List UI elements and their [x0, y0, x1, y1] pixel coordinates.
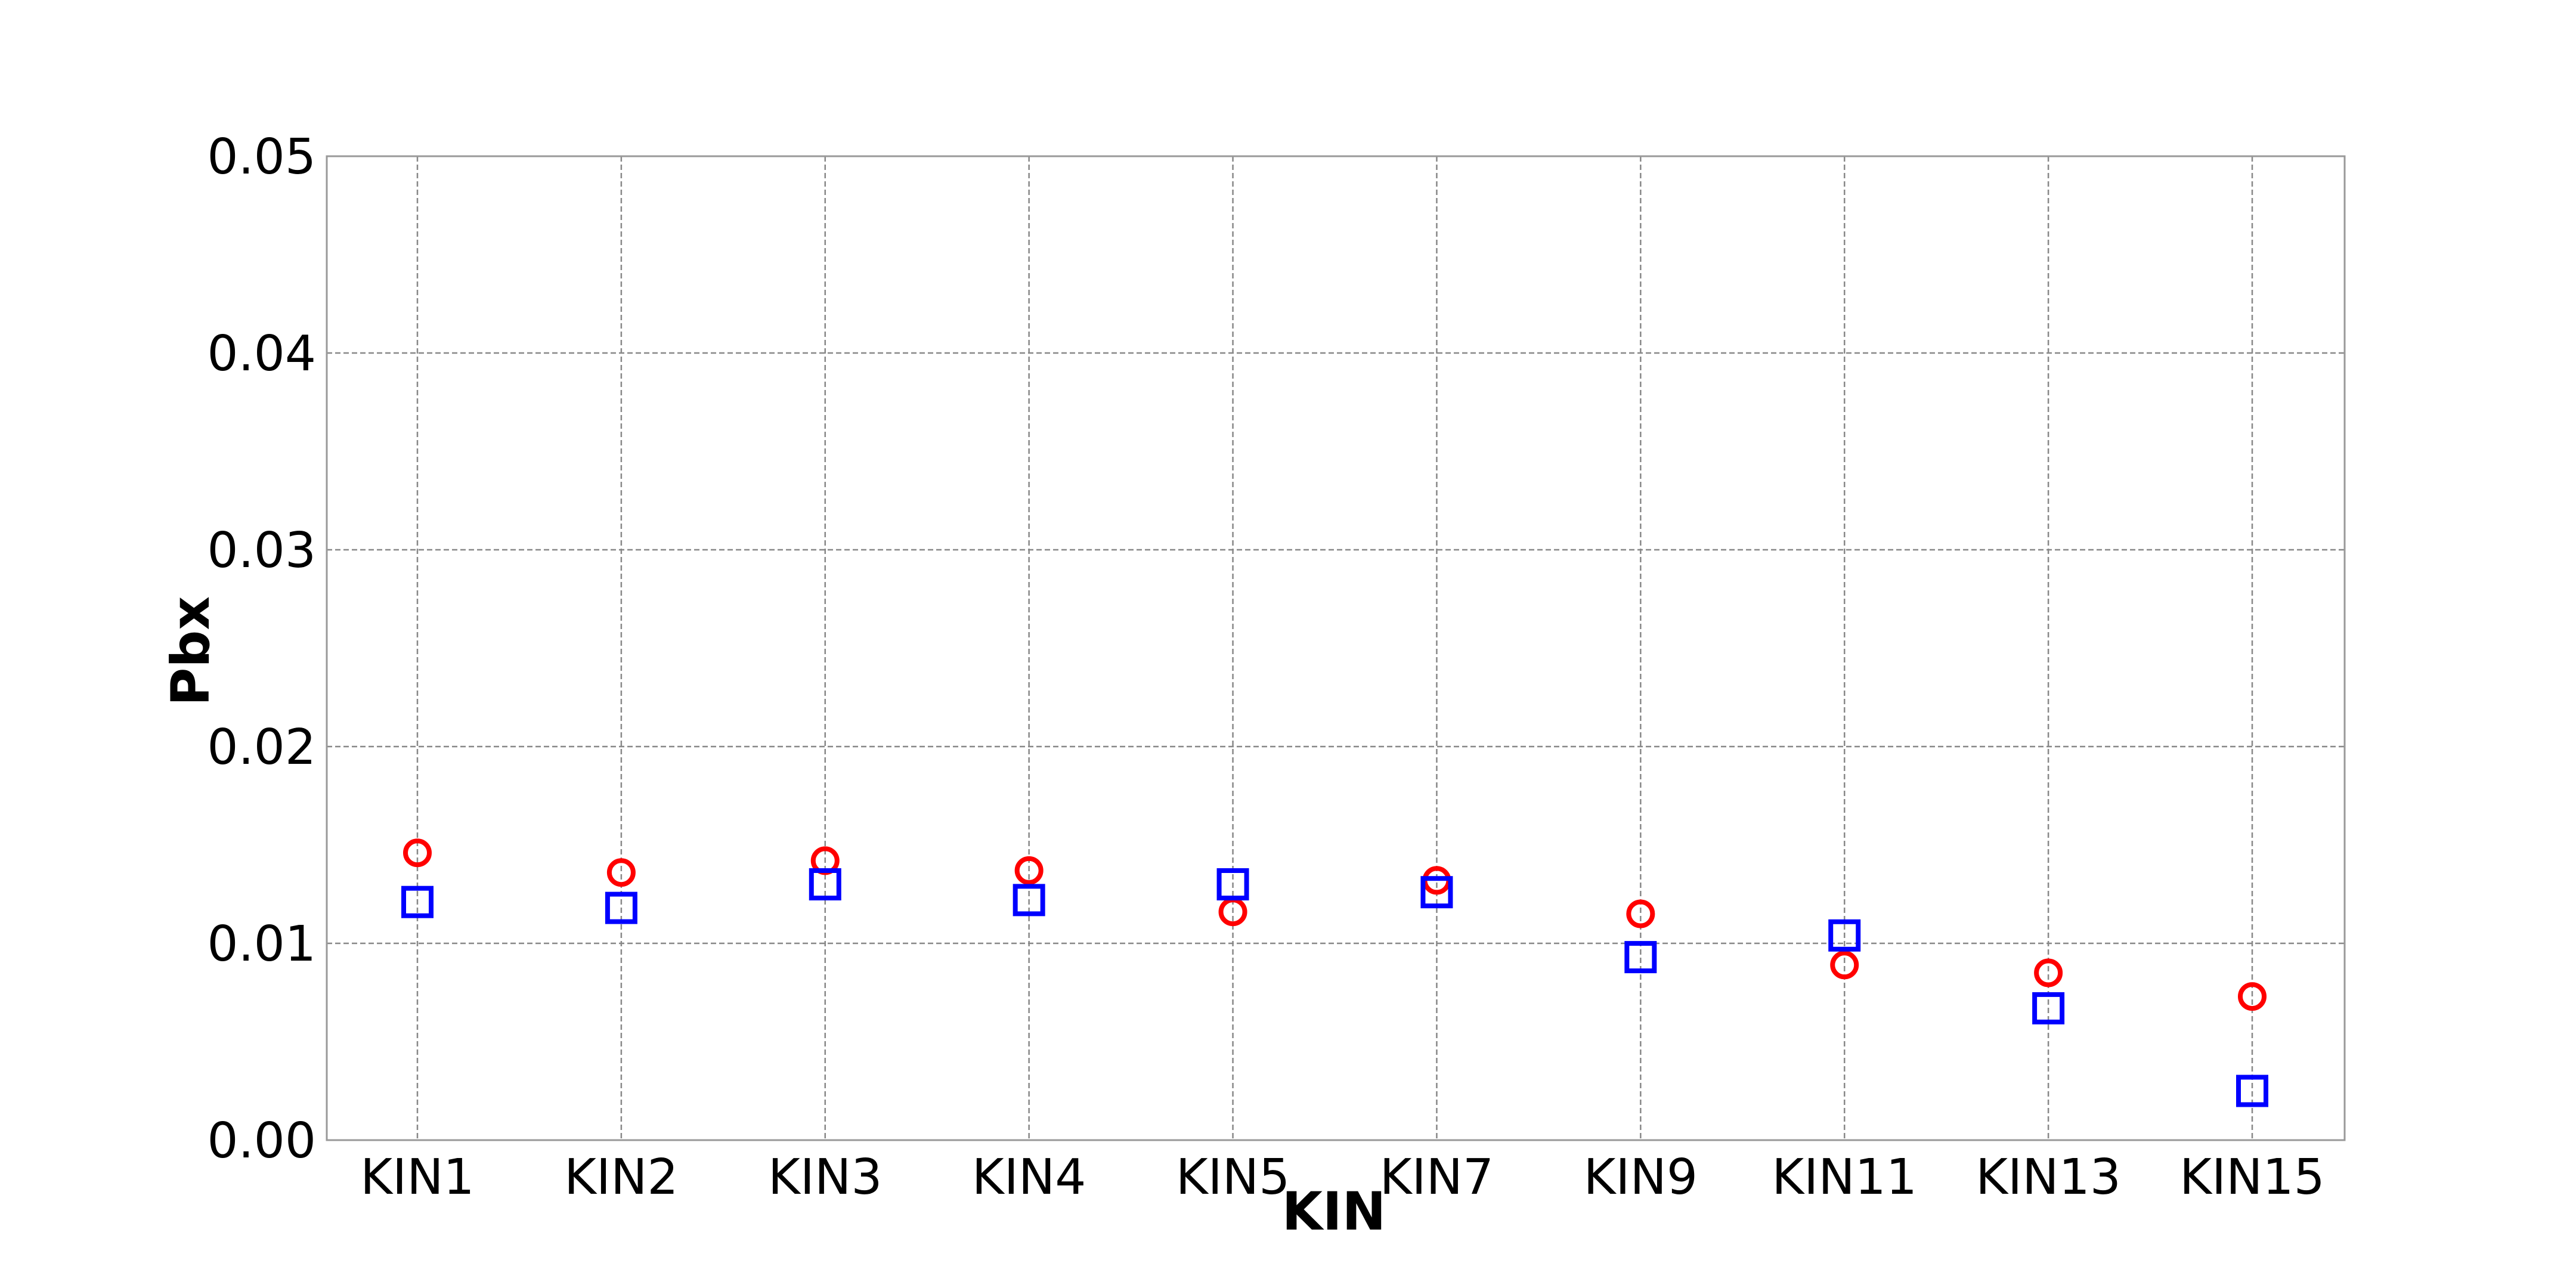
data-point-square [1013, 884, 1045, 917]
x-tick-label: KIN3 [768, 1149, 882, 1206]
data-point-square [2236, 1075, 2268, 1107]
data-point-square [1828, 919, 1861, 952]
grid-lines [327, 155, 2345, 1141]
data-point-square [809, 868, 841, 900]
x-tick-label: KIN2 [564, 1149, 678, 1206]
data-point-circle [2034, 958, 2063, 987]
x-axis-title: KIN [1282, 1181, 1386, 1242]
data-point-circle [1014, 856, 1044, 885]
data-point-circle [403, 838, 432, 868]
data-point-square [1420, 876, 1453, 909]
y-tick-label: 0.03 [207, 522, 316, 579]
x-tick-label: KIN1 [360, 1149, 474, 1206]
y-tick-label: 0.01 [207, 916, 316, 973]
y-tick-label: 0.02 [207, 719, 316, 776]
data-point-square [605, 891, 637, 924]
y-tick-label: 0.00 [207, 1113, 316, 1169]
y-tick-label: 0.04 [207, 326, 316, 382]
data-point-circle [1626, 899, 1655, 928]
x-tick-label: KIN9 [1584, 1149, 1698, 1206]
data-markers [401, 838, 2268, 1107]
x-tick-label: KIN7 [1380, 1149, 1494, 1206]
data-point-square [2032, 992, 2065, 1024]
x-tick-label: KIN4 [972, 1149, 1086, 1206]
data-point-square [401, 886, 434, 918]
x-tick-label: KIN15 [2179, 1149, 2325, 1206]
axes [326, 155, 2346, 1141]
plot-frame [326, 155, 2346, 1141]
data-point-circle [1830, 950, 1859, 980]
tick-labels: 0.00 0.01 0.02 0.03 0.04 0.05 KIN1 KIN2 KIN3 KIN4… [207, 129, 2324, 1206]
data-point-square [1624, 941, 1657, 974]
x-tick-label: KIN11 [1772, 1149, 1917, 1206]
y-tick-label: 0.05 [207, 129, 316, 185]
data-point-circle [2238, 982, 2267, 1011]
data-point-circle [606, 858, 636, 887]
x-tick-label: KIN5 [1176, 1149, 1290, 1206]
data-point-square [1216, 868, 1249, 900]
y-axis-title: Pbx [160, 596, 221, 706]
x-tick-label: KIN13 [1976, 1149, 2121, 1206]
